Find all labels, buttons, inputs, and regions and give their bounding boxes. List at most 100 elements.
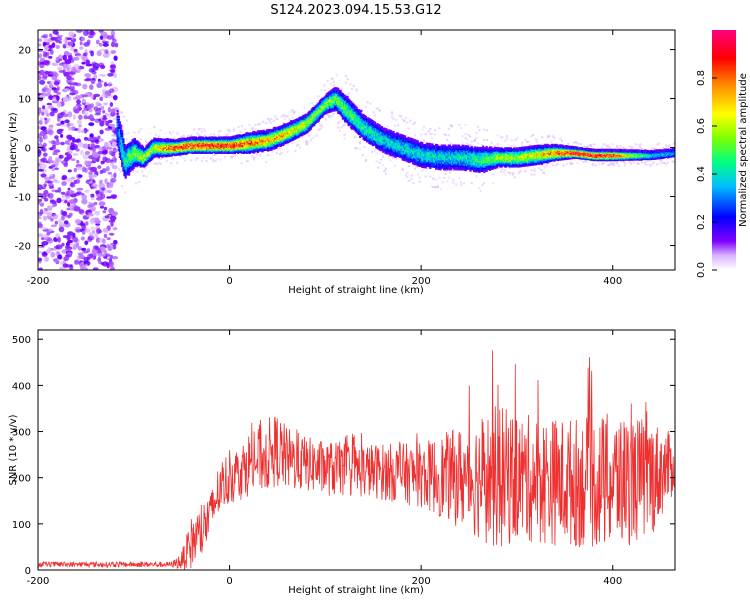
- haze-cell: [366, 101, 369, 104]
- haze-cell: [213, 133, 216, 136]
- ridge-cell: [122, 140, 125, 144]
- haze-cell: [464, 124, 467, 126]
- ridge-cell: [140, 154, 143, 158]
- haze-cell: [444, 133, 447, 136]
- haze-cell: [504, 169, 507, 172]
- noise-blob: [112, 155, 117, 162]
- noise-blob: [106, 237, 111, 241]
- haze-cell: [429, 175, 432, 178]
- haze-cell: [128, 141, 131, 144]
- haze-cell: [541, 136, 544, 139]
- ridge-cell: [121, 137, 124, 140]
- ridge-cell: [125, 144, 128, 147]
- haze-cell: [475, 175, 478, 178]
- haze-cell: [170, 162, 173, 165]
- haze-cell: [530, 169, 533, 171]
- haze-cell: [282, 114, 285, 117]
- ridge-cell: [129, 144, 132, 147]
- haze-cell: [479, 190, 482, 192]
- haze-cell: [409, 119, 412, 122]
- noise-blob: [98, 229, 102, 234]
- haze-cell: [361, 154, 364, 156]
- haze-cell: [326, 80, 329, 83]
- haze-cell: [269, 118, 272, 120]
- haze-cell: [623, 164, 626, 167]
- ridge-cell: [118, 139, 121, 143]
- noise-blob: [66, 153, 73, 160]
- noise-blob: [60, 141, 65, 146]
- ridge-cell: [134, 142, 138, 145]
- noise-blob: [69, 182, 76, 188]
- ridge-cell: [121, 147, 124, 150]
- haze-cell: [568, 162, 571, 164]
- noise-blob: [110, 108, 116, 113]
- ridge-cell: [180, 137, 184, 141]
- haze-cell: [668, 144, 671, 147]
- haze-cell: [233, 127, 236, 130]
- ridge-cell: [125, 155, 128, 158]
- haze-cell: [173, 137, 176, 139]
- noise-blob: [113, 239, 118, 245]
- noise-blob: [38, 257, 43, 262]
- noise-blob: [109, 88, 115, 93]
- haze-cell: [622, 146, 625, 149]
- haze-cell: [504, 173, 507, 176]
- noise-blob: [43, 234, 49, 240]
- ridge-cell: [134, 151, 138, 155]
- noise-blob: [42, 54, 48, 58]
- ridge-cell: [144, 161, 147, 164]
- haze-cell: [438, 144, 441, 147]
- ridge-cell: [137, 144, 140, 147]
- ridge-cell: [128, 151, 131, 154]
- haze-cell: [597, 162, 600, 165]
- haze-cell: [639, 143, 642, 146]
- ridge-cell: [128, 165, 131, 168]
- haze-cell: [423, 139, 426, 142]
- haze-cell: [119, 110, 122, 113]
- haze-cell: [404, 116, 407, 119]
- haze-cell: [210, 157, 213, 160]
- noise-blob: [109, 261, 114, 267]
- noise-blob: [104, 127, 111, 131]
- noise-blob: [67, 207, 71, 211]
- ridge-cell: [116, 124, 119, 127]
- haze-cell: [392, 156, 395, 159]
- haze-cell: [485, 139, 489, 141]
- ridge-cell: [137, 141, 140, 144]
- noise-blob: [89, 133, 94, 139]
- ridge-cell: [123, 173, 126, 177]
- noise-blob: [38, 233, 44, 238]
- haze-cell: [298, 146, 302, 149]
- haze-cell: [317, 95, 320, 98]
- haze-cell: [305, 140, 308, 143]
- haze-cell: [182, 156, 185, 159]
- noise-blob: [62, 63, 67, 70]
- noise-blob: [92, 62, 100, 69]
- haze-cell: [588, 144, 591, 147]
- noise-blob: [47, 129, 54, 136]
- ridge-cell: [124, 176, 127, 179]
- ridge-cell: [137, 154, 140, 157]
- ridge-cell: [137, 153, 140, 156]
- haze-cell: [325, 118, 328, 121]
- haze-cell: [197, 128, 200, 131]
- haze-cell: [384, 172, 387, 175]
- haze-cell: [196, 157, 199, 160]
- haze-cell: [538, 167, 541, 170]
- haze-cell: [185, 155, 188, 158]
- haze-cell: [157, 162, 161, 165]
- ridge-cell: [140, 165, 143, 168]
- haze-cell: [640, 161, 643, 164]
- noise-blob: [41, 237, 45, 240]
- haze-cell: [485, 129, 489, 132]
- noise-blob: [43, 152, 48, 157]
- noise-blob: [103, 206, 108, 211]
- ridge-cell: [121, 142, 124, 145]
- ridge-cell: [116, 126, 119, 130]
- haze-cell: [467, 144, 470, 147]
- haze-cell: [240, 125, 243, 128]
- haze-cell: [446, 138, 449, 141]
- noise-blob: [77, 246, 82, 251]
- haze-cell: [545, 164, 548, 167]
- ridge-cell: [130, 153, 133, 156]
